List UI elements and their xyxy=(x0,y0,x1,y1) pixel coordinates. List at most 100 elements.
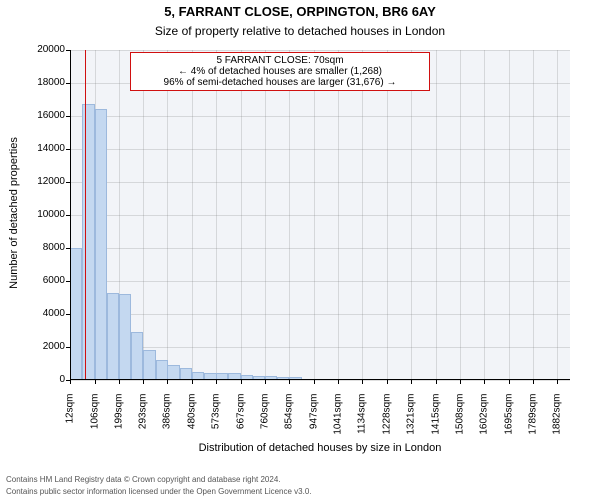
y-tick-label: 12000 xyxy=(20,176,65,187)
x-tick-label: 1695sqm xyxy=(503,394,514,444)
y-tick-label: 0 xyxy=(20,374,65,385)
x-tick-label: 1882sqm xyxy=(552,394,563,444)
x-tick xyxy=(289,380,290,384)
y-tick-label: 2000 xyxy=(20,341,65,352)
x-tick xyxy=(411,380,412,384)
x-grid-line xyxy=(460,50,461,380)
x-axis-line xyxy=(70,379,570,380)
histogram-bar xyxy=(167,365,179,380)
x-grid-line xyxy=(289,50,290,380)
histogram-bar xyxy=(70,248,82,380)
x-tick-label: 1228sqm xyxy=(381,394,392,444)
x-tick-label: 667sqm xyxy=(235,394,246,444)
y-tick-label: 14000 xyxy=(20,143,65,154)
x-tick-label: 1041sqm xyxy=(333,394,344,444)
histogram-bar xyxy=(156,360,168,380)
x-grid-line xyxy=(484,50,485,380)
chart-subtitle: Size of property relative to detached ho… xyxy=(0,24,600,38)
histogram-bar xyxy=(95,109,107,380)
x-tick xyxy=(557,380,558,384)
x-tick xyxy=(119,380,120,384)
x-tick xyxy=(484,380,485,384)
y-grid-line xyxy=(70,50,570,51)
x-tick xyxy=(362,380,363,384)
y-grid-line xyxy=(70,182,570,183)
x-grid-line xyxy=(192,50,193,380)
x-tick-label: 293sqm xyxy=(138,394,149,444)
x-grid-line xyxy=(216,50,217,380)
y-tick-label: 4000 xyxy=(20,308,65,319)
x-tick-label: 947sqm xyxy=(308,394,319,444)
x-tick xyxy=(241,380,242,384)
y-axis-line xyxy=(70,50,71,380)
histogram-bar xyxy=(131,332,143,380)
x-tick xyxy=(387,380,388,384)
x-tick xyxy=(95,380,96,384)
chart-title: 5, FARRANT CLOSE, ORPINGTON, BR6 6AY xyxy=(0,4,600,19)
x-tick-label: 854sqm xyxy=(284,394,295,444)
x-tick xyxy=(70,380,71,384)
annotation-line-1: 5 FARRANT CLOSE: 70sqm xyxy=(135,55,425,66)
x-grid-line xyxy=(533,50,534,380)
x-tick xyxy=(192,380,193,384)
x-grid-line xyxy=(241,50,242,380)
y-grid-line xyxy=(70,149,570,150)
x-tick xyxy=(460,380,461,384)
y-tick-label: 6000 xyxy=(20,275,65,286)
annotation-line-3: 96% of semi-detached houses are larger (… xyxy=(135,77,425,88)
x-tick-label: 1134sqm xyxy=(357,394,368,444)
x-grid-line xyxy=(387,50,388,380)
y-grid-line xyxy=(70,380,570,381)
x-grid-line xyxy=(167,50,168,380)
x-grid-line xyxy=(265,50,266,380)
y-grid-line xyxy=(70,215,570,216)
x-tick-label: 199sqm xyxy=(113,394,124,444)
footer-line-1: Contains HM Land Registry data © Crown c… xyxy=(6,475,281,484)
x-grid-line xyxy=(362,50,363,380)
y-grid-line xyxy=(70,116,570,117)
x-tick-label: 1321sqm xyxy=(406,394,417,444)
y-grid-line xyxy=(70,347,570,348)
x-tick-label: 12sqm xyxy=(65,394,76,444)
marker-line xyxy=(85,50,86,380)
x-tick xyxy=(143,380,144,384)
y-grid-line xyxy=(70,248,570,249)
x-grid-line xyxy=(557,50,558,380)
x-axis-label: Distribution of detached houses by size … xyxy=(70,442,570,454)
annotation-box: 5 FARRANT CLOSE: 70sqm ← 4% of detached … xyxy=(130,52,430,91)
x-grid-line xyxy=(509,50,510,380)
y-tick-label: 20000 xyxy=(20,44,65,55)
x-tick xyxy=(509,380,510,384)
y-tick-label: 8000 xyxy=(20,242,65,253)
histogram-bar xyxy=(107,293,119,380)
y-axis-label: Number of detached properties xyxy=(8,48,20,378)
x-tick xyxy=(533,380,534,384)
histogram-bar xyxy=(119,294,131,380)
histogram-bar xyxy=(82,104,94,380)
x-tick-label: 760sqm xyxy=(259,394,270,444)
x-grid-line xyxy=(436,50,437,380)
x-tick xyxy=(436,380,437,384)
plot-area xyxy=(70,50,570,380)
histogram-bar xyxy=(143,350,155,380)
x-tick xyxy=(314,380,315,384)
chart-container: 5, FARRANT CLOSE, ORPINGTON, BR6 6AY Siz… xyxy=(0,0,600,500)
y-grid-line xyxy=(70,314,570,315)
x-tick-label: 1602sqm xyxy=(479,394,490,444)
y-tick-label: 18000 xyxy=(20,77,65,88)
x-tick-label: 1789sqm xyxy=(528,394,539,444)
x-tick-label: 386sqm xyxy=(162,394,173,444)
y-grid-line xyxy=(70,281,570,282)
x-grid-line xyxy=(338,50,339,380)
y-tick-label: 10000 xyxy=(20,209,65,220)
x-tick xyxy=(167,380,168,384)
x-grid-line xyxy=(143,50,144,380)
annotation-line-2: ← 4% of detached houses are smaller (1,2… xyxy=(135,66,425,77)
x-tick xyxy=(338,380,339,384)
x-tick-label: 106sqm xyxy=(89,394,100,444)
footer-line-2: Contains public sector information licen… xyxy=(6,487,312,496)
x-tick xyxy=(265,380,266,384)
y-tick-label: 16000 xyxy=(20,110,65,121)
x-tick-label: 480sqm xyxy=(187,394,198,444)
x-grid-line xyxy=(411,50,412,380)
